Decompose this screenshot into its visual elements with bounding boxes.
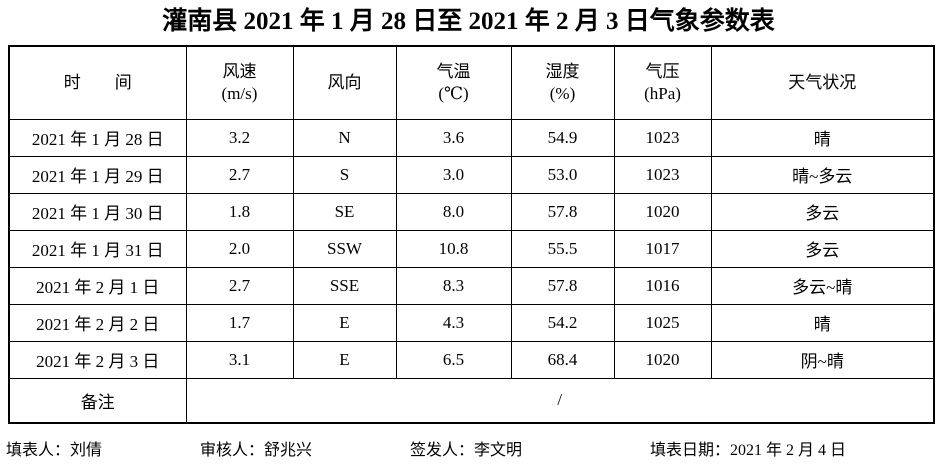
cell-wind-speed: 3.2 <box>185 118 294 157</box>
cell-temperature: 3.0 <box>395 155 512 194</box>
header-temperature: 气温 (℃) <box>395 45 512 120</box>
cell-humidity: 68.4 <box>510 340 615 379</box>
cell-weather: 多云 <box>710 192 935 231</box>
cell-weather: 晴~多云 <box>710 155 935 194</box>
cell-pressure: 1016 <box>613 266 712 305</box>
cell-time: 2021 年 1 月 29 日 <box>8 155 187 194</box>
header-wind-direction-label: 风向 <box>327 72 362 92</box>
header-time: 时 间 <box>8 45 187 120</box>
cell-wind-speed: 1.8 <box>185 192 294 231</box>
cell-wind-direction: E <box>292 340 397 379</box>
header-temperature-unit: (℃) <box>438 83 469 103</box>
cell-time: 2021 年 1 月 28 日 <box>8 118 187 157</box>
cell-humidity: 54.2 <box>510 303 615 342</box>
cell-wind-direction: SSW <box>292 229 397 268</box>
cell-wind-direction: E <box>292 303 397 342</box>
cell-weather: 晴 <box>710 118 935 157</box>
remark-value: / <box>185 377 935 424</box>
header-pressure: 气压 (hPa) <box>613 45 712 120</box>
cell-time: 2021 年 2 月 1 日 <box>8 266 187 305</box>
fill-date: 填表日期：2021 年 2 月 4 日 <box>650 442 847 459</box>
cell-time: 2021 年 2 月 3 日 <box>8 340 187 379</box>
table-row: 2021 年 1 月 28 日 3.2 N 3.6 54.9 1023 晴 <box>8 118 935 157</box>
cell-time: 2021 年 1 月 30 日 <box>8 192 187 231</box>
weather-table: 时 间 风速 (m/s) 风向 气温 (℃) 湿度 (%) <box>8 45 935 424</box>
signature-footer: 填表人：刘倩 审核人：舒兆兴 签发人：李文明 填表日期：2021 年 2 月 4… <box>0 436 937 466</box>
filled-by: 填表人：刘倩 <box>6 442 103 459</box>
cell-wind-direction: SSE <box>292 266 397 305</box>
cell-pressure: 1020 <box>613 340 712 379</box>
table-remark-section: 备注 / <box>8 377 935 424</box>
cell-wind-speed: 2.7 <box>185 155 294 194</box>
remark-label: 备注 <box>8 377 187 424</box>
cell-pressure: 1025 <box>613 303 712 342</box>
header-humidity-label: 湿度 <box>545 61 580 81</box>
cell-pressure: 1023 <box>613 155 712 194</box>
cell-wind-speed: 1.7 <box>185 303 294 342</box>
cell-humidity: 53.0 <box>510 155 615 194</box>
header-weather: 天气状况 <box>710 45 935 120</box>
cell-wind-speed: 3.1 <box>185 340 294 379</box>
table-row: 2021 年 1 月 30 日 1.8 SE 8.0 57.8 1020 多云 <box>8 192 935 231</box>
cell-temperature: 8.0 <box>395 192 512 231</box>
cell-humidity: 54.9 <box>510 118 615 157</box>
cell-wind-speed: 2.0 <box>185 229 294 268</box>
table-row: 2021 年 2 月 2 日 1.7 E 4.3 54.2 1025 晴 <box>8 303 935 342</box>
header-pressure-label: 气压 <box>645 61 680 81</box>
table-row: 2021 年 2 月 3 日 3.1 E 6.5 68.4 1020 阴~晴 <box>8 340 935 379</box>
cell-pressure: 1020 <box>613 192 712 231</box>
page-title: 灌南县 2021 年 1 月 28 日至 2021 年 2 月 3 日气象参数表 <box>162 8 775 35</box>
table-row: 2021 年 1 月 31 日 2.0 SSW 10.8 55.5 1017 多云 <box>8 229 935 268</box>
header-temperature-label: 气温 <box>436 61 471 81</box>
cell-humidity: 57.8 <box>510 192 615 231</box>
cell-temperature: 3.6 <box>395 118 512 157</box>
header-humidity-unit: (%) <box>549 83 576 103</box>
remark-row: 备注 / <box>8 377 935 424</box>
table-row: 2021 年 1 月 29 日 2.7 S 3.0 53.0 1023 晴~多云 <box>8 155 935 194</box>
reviewed-by: 审核人：舒兆兴 <box>200 442 313 459</box>
cell-wind-direction: S <box>292 155 397 194</box>
cell-weather: 阴~晴 <box>710 340 935 379</box>
header-weather-label: 天气状况 <box>788 72 857 92</box>
cell-pressure: 1023 <box>613 118 712 157</box>
header-humidity: 湿度 (%) <box>510 45 615 120</box>
cell-weather: 晴 <box>710 303 935 342</box>
table-row: 2021 年 2 月 1 日 2.7 SSE 8.3 57.8 1016 多云~晴 <box>8 266 935 305</box>
header-row: 时 间 风速 (m/s) 风向 气温 (℃) 湿度 (%) <box>8 45 935 120</box>
cell-temperature: 10.8 <box>395 229 512 268</box>
header-time-label: 时 间 <box>63 72 132 92</box>
table-header: 时 间 风速 (m/s) 风向 气温 (℃) 湿度 (%) <box>8 45 935 120</box>
cell-temperature: 6.5 <box>395 340 512 379</box>
header-wind-speed: 风速 (m/s) <box>185 45 294 120</box>
header-wind-direction: 风向 <box>292 45 397 120</box>
cell-time: 2021 年 1 月 31 日 <box>8 229 187 268</box>
header-pressure-unit: (hPa) <box>644 83 681 103</box>
table-body: 2021 年 1 月 28 日 3.2 N 3.6 54.9 1023 晴 2021 年 1 … <box>8 118 935 379</box>
cell-pressure: 1017 <box>613 229 712 268</box>
header-wind-speed-unit: (m/s) <box>221 83 258 103</box>
cell-weather: 多云~晴 <box>710 266 935 305</box>
cell-wind-direction: SE <box>292 192 397 231</box>
cell-wind-speed: 2.7 <box>185 266 294 305</box>
cell-temperature: 4.3 <box>395 303 512 342</box>
cell-temperature: 8.3 <box>395 266 512 305</box>
cell-humidity: 57.8 <box>510 266 615 305</box>
header-wind-speed-label: 风速 <box>222 61 257 81</box>
cell-wind-direction: N <box>292 118 397 157</box>
issued-by: 签发人：李文明 <box>410 442 523 459</box>
cell-humidity: 55.5 <box>510 229 615 268</box>
cell-weather: 多云 <box>710 229 935 268</box>
cell-time: 2021 年 2 月 2 日 <box>8 303 187 342</box>
